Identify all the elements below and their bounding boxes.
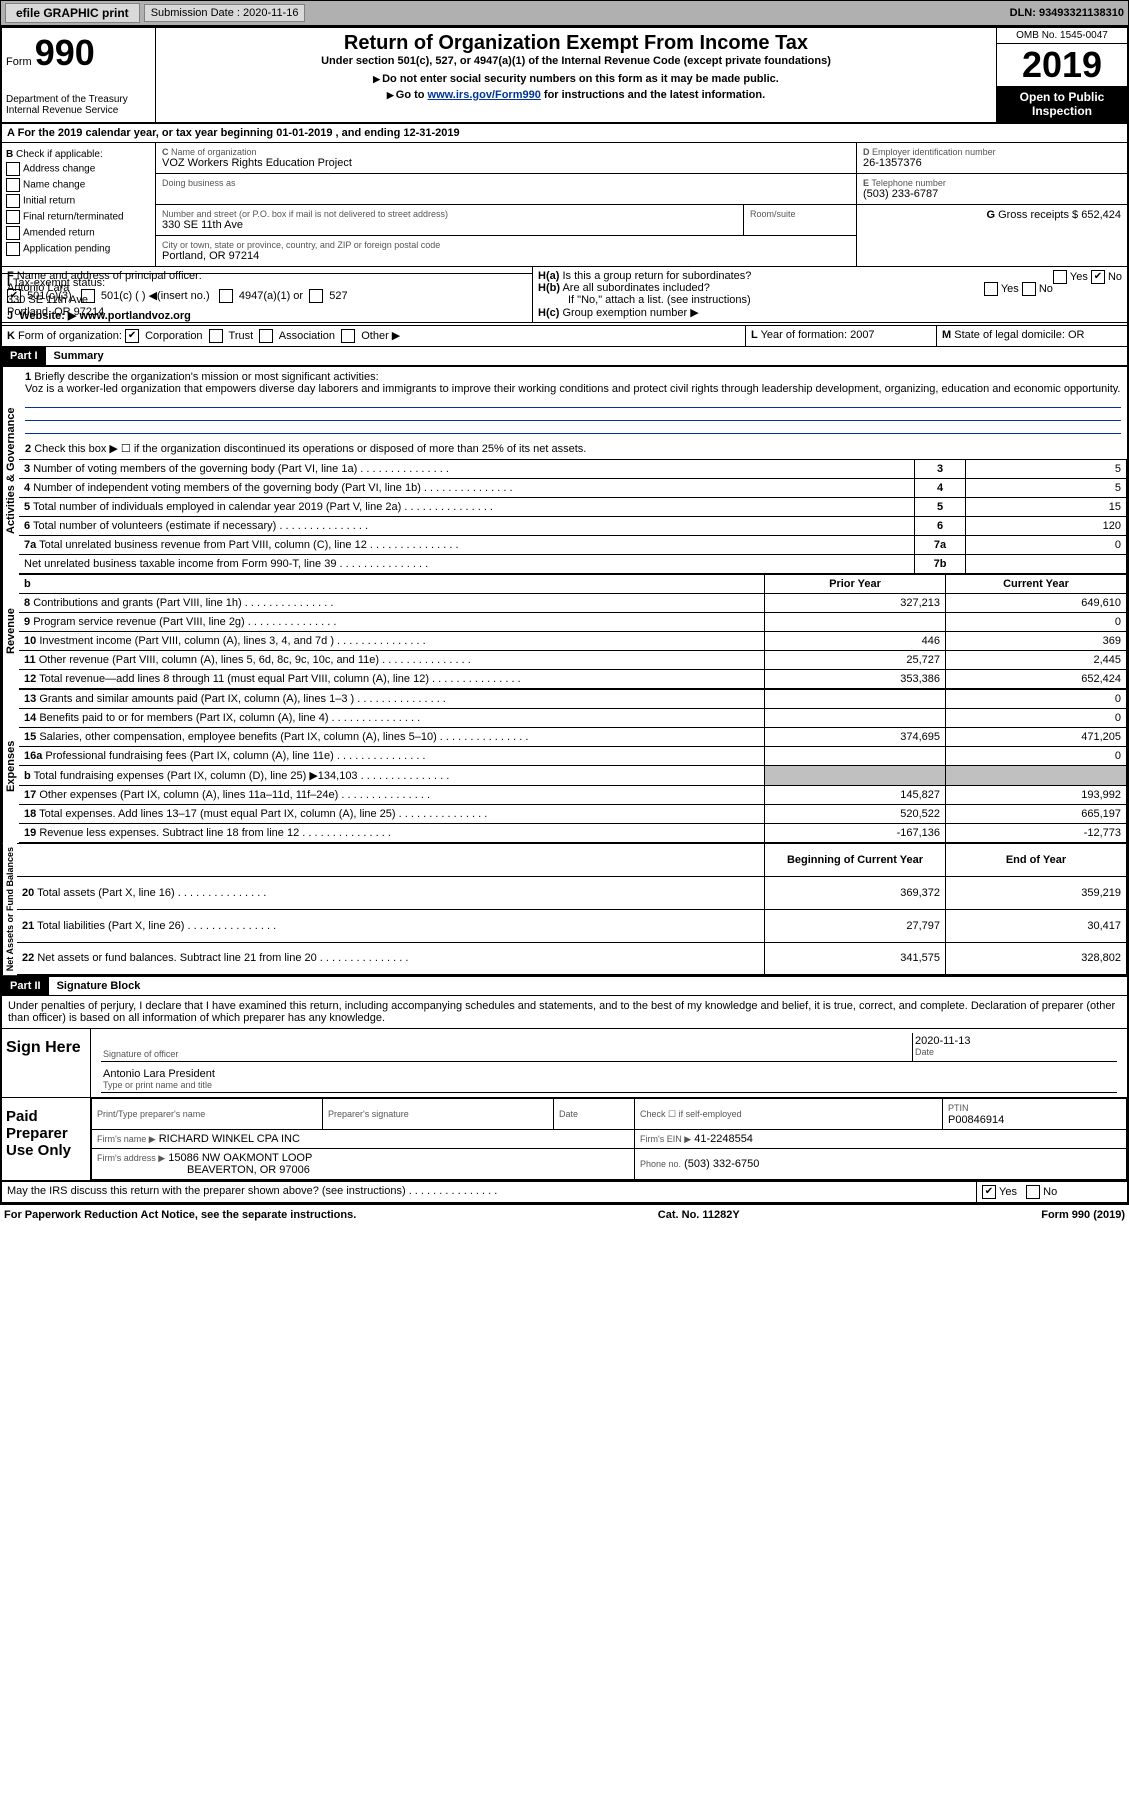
table-row: 17 Other expenses (Part IX, column (A), … <box>19 786 1127 805</box>
form990-link[interactable]: www.irs.gov/Form990 <box>428 89 541 101</box>
discuss-yes[interactable] <box>982 1185 996 1199</box>
open-inspection: Open to Public Inspection <box>997 86 1127 122</box>
table-row: 12 Total revenue—add lines 8 through 11 … <box>19 670 1127 689</box>
top-bar: efile GRAPHIC print Submission Date : 20… <box>0 0 1129 26</box>
side-activities-governance: Activities & Governance <box>2 367 19 574</box>
table-row: 22 Net assets or fund balances. Subtract… <box>17 942 1127 975</box>
check-app-pending[interactable]: Application pending <box>23 244 110 255</box>
mission-text: Voz is a worker-led organization that em… <box>25 383 1121 395</box>
table-row: 20 Total assets (Part X, line 16)369,372… <box>17 876 1127 909</box>
table-row: 8 Contributions and grants (Part VIII, l… <box>19 594 1127 613</box>
check-trust[interactable] <box>209 329 223 343</box>
check-initial-return[interactable]: Initial return <box>23 196 75 207</box>
line5-val: 15 <box>966 498 1127 517</box>
table-row: 18 Total expenses. Add lines 13–17 (must… <box>19 805 1127 824</box>
part2-title: Signature Block <box>49 977 149 995</box>
goto-note: Go to www.irs.gov/Form990 for instructio… <box>162 89 990 101</box>
formation-year: 2007 <box>850 329 874 341</box>
submission-date: Submission Date : 2020-11-16 <box>144 4 306 22</box>
table-row: 13 Grants and similar amounts paid (Part… <box>19 690 1127 709</box>
efile-button[interactable]: efile GRAPHIC print <box>5 3 140 23</box>
table-row: 14 Benefits paid to or for members (Part… <box>19 709 1127 728</box>
firm-ein: 41-2248554 <box>694 1133 753 1145</box>
footer-left: For Paperwork Reduction Act Notice, see … <box>4 1209 356 1221</box>
table-row: 10 Investment income (Part VIII, column … <box>19 632 1127 651</box>
table-row: 21 Total liabilities (Part X, line 26)27… <box>17 909 1127 942</box>
sig-name: Antonio Lara President <box>103 1068 1115 1080</box>
org-street: 330 SE 11th Ave <box>162 219 737 231</box>
line-2: 2 Check this box ▶ ☐ if the organization… <box>19 438 1127 459</box>
check-assoc[interactable] <box>259 329 273 343</box>
sign-here-label: Sign Here <box>2 1029 91 1097</box>
table-row: 16a Professional fundraising fees (Part … <box>19 747 1127 766</box>
check-address-change[interactable]: Address change <box>23 164 95 175</box>
expenses-table: 13 Grants and similar amounts paid (Part… <box>19 689 1127 843</box>
line-a: A For the 2019 calendar year, or tax yea… <box>2 124 1127 142</box>
table-row: 11 Other revenue (Part VIII, column (A),… <box>19 651 1127 670</box>
ssn-note: Do not enter social security numbers on … <box>162 73 990 85</box>
page-footer: For Paperwork Reduction Act Notice, see … <box>0 1205 1129 1225</box>
check-amended[interactable]: Amended return <box>23 228 95 239</box>
form-header: Form 990 Department of the Treasury Inte… <box>2 28 1127 124</box>
check-corp[interactable] <box>125 329 139 343</box>
check-501c3[interactable] <box>7 289 21 303</box>
ptin: P00846914 <box>948 1114 1004 1126</box>
gross-receipts: 652,424 <box>1081 209 1121 221</box>
firm-addr2: BEAVERTON, OR 97006 <box>97 1164 310 1176</box>
check-self-employed[interactable]: Check ☐ if self-employed <box>640 1109 742 1119</box>
table-row: 15 Salaries, other compensation, employe… <box>19 728 1127 747</box>
line3-val: 5 <box>966 460 1127 479</box>
table-row: 19 Revenue less expenses. Subtract line … <box>19 824 1127 843</box>
domicile-state: OR <box>1068 329 1085 341</box>
website[interactable]: www.portlandvoz.org <box>79 310 190 322</box>
dba-label: Doing business as <box>162 178 850 188</box>
firm-name: RICHARD WINKEL CPA INC <box>159 1133 300 1145</box>
ein: 26-1357376 <box>863 157 1121 169</box>
org-city: Portland, OR 97214 <box>162 250 850 262</box>
table-row: 9 Program service revenue (Part VIII, li… <box>19 613 1127 632</box>
check-other[interactable] <box>341 329 355 343</box>
part2-header: Part II <box>2 977 49 995</box>
discuss-line: May the IRS discuss this return with the… <box>2 1182 976 1202</box>
firm-addr1: 15086 NW OAKMONT LOOP <box>168 1152 312 1164</box>
part1-title: Summary <box>46 347 112 365</box>
table-row: b Total fundraising expenses (Part IX, c… <box>19 766 1127 786</box>
org-name: VOZ Workers Rights Education Project <box>162 157 850 169</box>
check-527[interactable] <box>309 289 323 303</box>
net-assets-table: Beginning of Current YearEnd of Year 20 … <box>17 843 1127 975</box>
subtitle: Under section 501(c), 527, or 4947(a)(1)… <box>162 55 990 67</box>
sig-officer-label: Signature of officer <box>103 1049 910 1059</box>
check-501c[interactable] <box>81 289 95 303</box>
box-b: B Check if applicable: Address change Na… <box>2 143 156 266</box>
footer-right: Form 990 (2019) <box>1041 1209 1125 1221</box>
footer-mid: Cat. No. 11282Y <box>658 1209 740 1221</box>
penalties-text: Under penalties of perjury, I declare th… <box>2 996 1127 1029</box>
side-expenses: Expenses <box>2 689 19 843</box>
dept-treasury: Department of the Treasury Internal Reve… <box>6 94 151 116</box>
form-prefix: Form <box>6 56 32 68</box>
line7a-val: 0 <box>966 536 1127 555</box>
line6-val: 120 <box>966 517 1127 536</box>
telephone: (503) 233-6787 <box>863 188 1121 200</box>
line7b-val <box>966 555 1127 574</box>
tax-year: 2019 <box>997 44 1127 86</box>
main-title: Return of Organization Exempt From Incom… <box>162 32 990 55</box>
form-number: 990 <box>35 32 95 73</box>
side-net-assets: Net Assets or Fund Balances <box>2 843 17 975</box>
paid-preparer-label: Paid Preparer Use Only <box>2 1098 91 1180</box>
revenue-table: bPrior YearCurrent Year 8 Contributions … <box>19 574 1127 689</box>
sig-date: 2020-11-13 <box>915 1035 1115 1047</box>
check-4947[interactable] <box>219 289 233 303</box>
line4-val: 5 <box>966 479 1127 498</box>
side-revenue: Revenue <box>2 574 19 689</box>
check-name-change[interactable]: Name change <box>23 180 85 191</box>
dln: DLN: 93493321138310 <box>1010 7 1124 19</box>
form-990: Form 990 Department of the Treasury Inte… <box>0 26 1129 1205</box>
omb-number: OMB No. 1545-0047 <box>997 28 1127 44</box>
firm-phone: (503) 332-6750 <box>684 1158 759 1170</box>
discuss-no[interactable] <box>1026 1185 1040 1199</box>
part1-header: Part I <box>2 347 46 365</box>
check-final-return[interactable]: Final return/terminated <box>23 212 124 223</box>
